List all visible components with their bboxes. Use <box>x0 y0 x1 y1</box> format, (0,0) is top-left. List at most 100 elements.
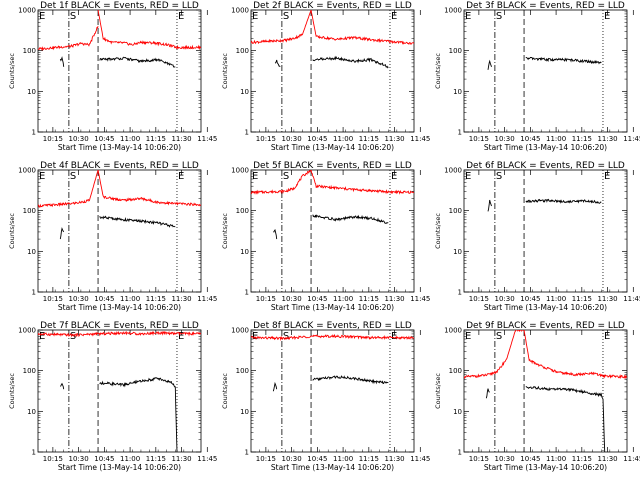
plot-frame <box>463 9 628 133</box>
x-tick-label: 11:00 <box>120 295 140 303</box>
y-tick-label: 100 <box>236 47 249 55</box>
marker-label-e-start: E <box>39 11 45 22</box>
x-tick-label: 10:15 <box>469 295 489 303</box>
events-series-line <box>525 385 606 452</box>
y-tick-label: 10 <box>453 408 462 416</box>
x-tick-label: 11:45 <box>410 455 430 463</box>
x-tick-label: 10:45 <box>520 135 540 143</box>
x-tick-label: 11:30 <box>597 455 617 463</box>
panel-1: Det 1f BLACK = Events, RED = LLD 1 10 100 10… <box>8 1 217 152</box>
y-axis-title: Counts/sec <box>221 213 229 249</box>
marker-label-s: S <box>496 11 502 22</box>
events-series-line <box>525 198 602 204</box>
x-tick-label: 11:00 <box>546 295 566 303</box>
y-axis-title: Counts/sec <box>8 213 16 249</box>
x-axis-title: Start Time (13-May-14 10:06:20) <box>484 463 607 472</box>
y-tick-label: 1 <box>458 449 462 457</box>
x-tick-label: 11:30 <box>171 295 191 303</box>
x-tick-label: 10:45 <box>307 455 327 463</box>
y-tick-label: 100 <box>23 207 36 215</box>
x-tick-label: 10:45 <box>520 295 540 303</box>
x-tick-label: 11:15 <box>359 135 379 143</box>
plot-frame <box>37 169 202 293</box>
lld-series-line <box>251 333 414 342</box>
events-series-line <box>312 55 389 69</box>
x-tick-label: 11:00 <box>120 135 140 143</box>
marker-label-e: E <box>178 171 184 182</box>
x-tick-label: 10:30 <box>282 455 302 463</box>
marker-label-e: E <box>604 11 610 22</box>
marker-label-e: E <box>391 171 397 182</box>
marker-label-s: S <box>70 331 76 342</box>
panel-title: Det 9f BLACK = Events, RED = LLD <box>466 321 625 331</box>
lld-series-line <box>97 10 201 51</box>
x-tick-label: 10:45 <box>307 295 327 303</box>
panel-title: Det 7f BLACK = Events, RED = LLD <box>40 321 199 331</box>
y-tick-label: 100 <box>23 367 36 375</box>
x-tick-label: 10:15 <box>469 135 489 143</box>
x-tick-label: 10:30 <box>69 295 89 303</box>
x-axis-title: Start Time (13-May-14 10:06:20) <box>58 143 181 152</box>
x-tick-label: 10:15 <box>256 455 276 463</box>
marker-label-e-start: E <box>465 171 471 182</box>
x-tick-label: 11:45 <box>623 135 640 143</box>
panel-4: Det 4f BLACK = Events, RED = LLD 1 10 100 10… <box>8 161 217 312</box>
x-tick-label: 11:15 <box>359 455 379 463</box>
panel-7: Det 7f BLACK = Events, RED = LLD 1 10 100 10… <box>8 321 217 472</box>
lld-series-line <box>251 170 312 195</box>
x-tick-label: 11:15 <box>146 135 166 143</box>
panel-title: Det 5f BLACK = Events, RED = LLD <box>253 161 412 171</box>
events-series-line <box>312 214 389 225</box>
marker-label-s: S <box>70 11 76 22</box>
panel-title: Det 2f BLACK = Events, RED = LLD <box>253 1 412 11</box>
plot-frame <box>463 329 628 453</box>
x-tick-label: 10:45 <box>307 135 327 143</box>
x-tick-label: 11:15 <box>572 455 592 463</box>
x-tick-label: 11:15 <box>146 295 166 303</box>
x-tick-label: 10:45 <box>520 455 540 463</box>
marker-label-s: S <box>496 171 502 182</box>
y-axis-title: Counts/sec <box>221 373 229 409</box>
x-tick-label: 11:00 <box>120 455 140 463</box>
x-tick-label: 10:15 <box>256 135 276 143</box>
y-tick-label: 1 <box>458 129 462 137</box>
events-series-line <box>59 227 65 240</box>
marker-label-e-start: E <box>39 171 45 182</box>
y-tick-label: 1 <box>32 449 36 457</box>
y-tick-label: 100 <box>449 207 462 215</box>
y-tick-label: 1000 <box>18 327 36 335</box>
x-tick-label: 11:30 <box>171 455 191 463</box>
marker-label-e: E <box>178 11 184 22</box>
x-tick-label: 10:45 <box>94 455 114 463</box>
lld-series-line <box>38 26 99 51</box>
y-tick-label: 10 <box>240 248 249 256</box>
x-axis-title: Start Time (13-May-14 10:06:20) <box>271 303 394 312</box>
x-tick-label: 11:45 <box>623 455 640 463</box>
x-tick-label: 10:45 <box>94 295 114 303</box>
marker-label-e: E <box>604 171 610 182</box>
y-tick-label: 100 <box>449 367 462 375</box>
x-tick-label: 10:30 <box>282 295 302 303</box>
marker-label-e: E <box>178 331 184 342</box>
x-tick-label: 11:15 <box>359 295 379 303</box>
panel-title: Det 8f BLACK = Events, RED = LLD <box>253 321 412 331</box>
events-series-line <box>99 56 176 68</box>
panel-8: Det 8f BLACK = Events, RED = LLD 1 10 100 10… <box>221 321 430 472</box>
marker-label-e-start: E <box>465 11 471 22</box>
lld-series-line <box>38 170 99 208</box>
x-tick-label: 11:15 <box>146 455 166 463</box>
x-tick-label: 11:00 <box>333 295 353 303</box>
y-tick-label: 1 <box>245 289 249 297</box>
x-tick-label: 10:30 <box>495 455 515 463</box>
y-axis-title: Counts/sec <box>434 373 442 409</box>
x-tick-label: 11:45 <box>410 135 430 143</box>
events-series-line <box>59 56 65 67</box>
plot-frame <box>250 329 415 453</box>
x-tick-label: 10:30 <box>495 135 515 143</box>
x-tick-label: 11:00 <box>333 455 353 463</box>
x-tick-label: 11:30 <box>384 455 404 463</box>
marker-label-e-start: E <box>252 11 258 22</box>
y-tick-label: 100 <box>449 47 462 55</box>
x-axis-title: Start Time (13-May-14 10:06:20) <box>58 303 181 312</box>
